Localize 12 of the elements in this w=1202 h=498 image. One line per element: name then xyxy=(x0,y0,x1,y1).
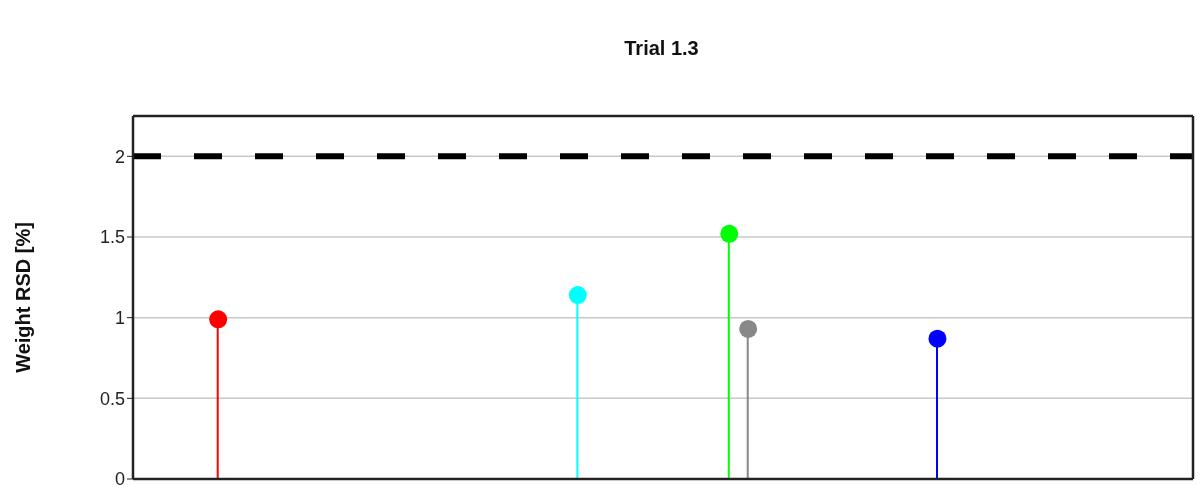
point xyxy=(568,286,587,305)
point xyxy=(928,329,947,348)
y-axis-title: Weight RSD [%] xyxy=(12,222,35,373)
point xyxy=(739,319,758,338)
y-tick-label: 2 xyxy=(114,146,125,167)
y-tick-label: 0 xyxy=(114,469,125,490)
y-tick-label: 1 xyxy=(114,308,125,329)
y-tick-label: 1.5 xyxy=(99,227,125,248)
chart-title: Trial 1.3 xyxy=(623,36,700,61)
point xyxy=(720,224,739,243)
point xyxy=(209,310,228,329)
y-tick-label: 0.5 xyxy=(99,388,125,409)
